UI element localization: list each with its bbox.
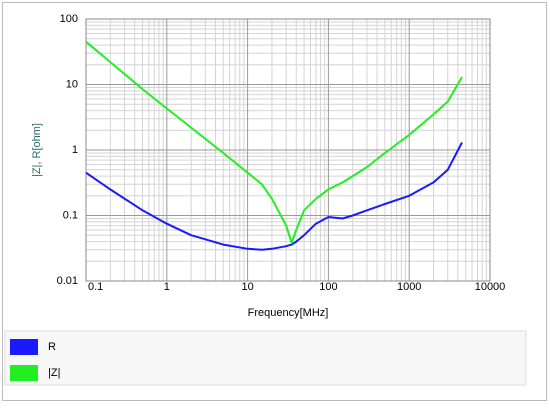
y-tick-label: 1 (72, 144, 78, 156)
x-tick-label: 100 (319, 281, 337, 293)
data-line (85, 40, 463, 244)
x-axis-label: Frequency[MHz] (248, 307, 329, 319)
x-tick-label: 1 (164, 281, 170, 293)
x-tick-label: 1000 (397, 281, 421, 293)
y-tick-label: 100 (60, 13, 78, 25)
x-tick-label: 10000 (475, 281, 506, 293)
y-tick-label: 10 (66, 78, 78, 90)
x-tick-label: 0.1 (88, 281, 103, 293)
legend-label: |Z| (48, 367, 60, 379)
legend-label: R (48, 341, 56, 353)
data-line (85, 142, 463, 251)
y-tick-label: 0.1 (63, 209, 78, 221)
y-axis-label: |Z|, R[ohm] (31, 123, 43, 177)
legend-swatch (10, 365, 38, 381)
y-tick-label: 0.01 (57, 275, 78, 287)
x-tick-label: 10 (241, 281, 253, 293)
legend-swatch (10, 339, 38, 355)
plot-frame (85, 18, 491, 282)
legend (4, 330, 527, 386)
